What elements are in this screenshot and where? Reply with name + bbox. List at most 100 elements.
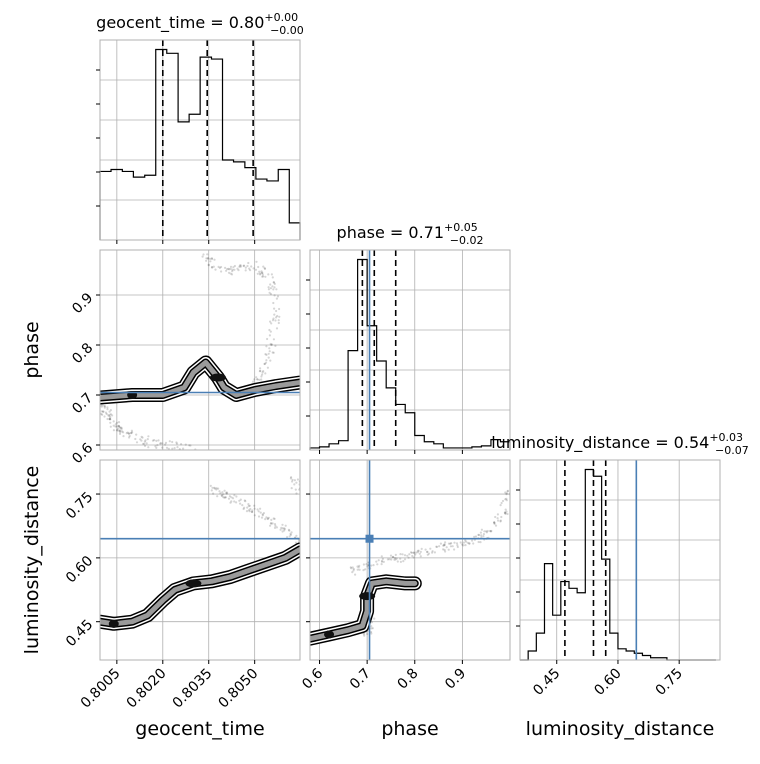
sample-point: [220, 494, 223, 497]
sample-point: [371, 627, 374, 630]
sample-point: [261, 273, 264, 276]
scatter-panel-phase-luminosity_distance: [306, 459, 513, 661]
sample-point: [271, 522, 274, 525]
sample-point: [157, 439, 160, 442]
y-axis-label-phase: phase: [21, 321, 43, 378]
sample-point: [504, 491, 507, 494]
sample-point: [351, 571, 354, 574]
sample-point: [275, 288, 278, 291]
sample-point: [263, 267, 267, 270]
sample-point: [239, 498, 242, 501]
sample-point: [103, 415, 106, 418]
sample-point: [130, 431, 133, 434]
sample-point: [261, 371, 264, 374]
sample-point: [253, 507, 256, 510]
sample-point: [267, 288, 270, 291]
sample-point: [289, 477, 292, 480]
sample-point: [246, 506, 249, 509]
sample-point: [228, 495, 231, 498]
x-axis-label-geocent_time: geocent_time: [135, 718, 264, 740]
sample-point: [290, 476, 293, 479]
sample-point: [108, 417, 111, 420]
sample-point: [227, 267, 230, 270]
sample-point: [269, 283, 272, 286]
sample-point: [238, 265, 241, 268]
histogram-step: [309, 258, 511, 450]
sample-point: [127, 432, 131, 435]
sample-point: [207, 264, 210, 267]
sample-point: [109, 413, 112, 416]
sample-point: [505, 493, 508, 496]
sample-point: [188, 444, 191, 447]
sample-point: [261, 513, 264, 516]
sample-point: [260, 516, 264, 519]
sample-point: [250, 510, 253, 513]
sample-point: [393, 556, 396, 560]
sample-point: [225, 492, 228, 495]
scatter-panel-geocent_time-luminosity_distance: 0.45 0.60 0.75: [63, 459, 301, 661]
sample-point: [106, 408, 109, 411]
sample-point: [202, 253, 205, 256]
sample-point: [442, 548, 445, 551]
sample-point: [219, 492, 222, 495]
sample-point: [164, 441, 168, 444]
sample-point: [443, 548, 446, 552]
sample-point: [239, 502, 242, 505]
sample-point: [212, 492, 215, 495]
sample-point: [243, 506, 246, 509]
sample-point: [261, 275, 264, 278]
y-tick-label: 0.9: [69, 290, 96, 317]
x-tick-label: 0.8020: [124, 666, 170, 712]
sample-point: [370, 625, 373, 628]
sample-point: [236, 267, 239, 270]
sample-point: [249, 507, 252, 511]
truth-marker: [365, 534, 374, 543]
sample-point: [258, 378, 261, 381]
hist-panel-luminosity_distance: luminosity_distance = 0.54+0.03 −0.07: [491, 431, 749, 661]
sample-point: [388, 558, 391, 561]
sample-point: [269, 522, 272, 525]
panel-frame: [99, 459, 301, 661]
panel-title-geocent_time: geocent_time = 0.80+0.00 −0.00: [96, 11, 304, 37]
sample-point: [228, 268, 231, 271]
x-tick-label: 0.6: [299, 665, 326, 692]
sample-point: [391, 555, 394, 559]
sample-point: [260, 271, 264, 275]
sample-point: [147, 435, 150, 438]
sample-point: [399, 557, 402, 560]
sample-point: [141, 436, 144, 439]
sample-point: [184, 443, 187, 446]
sample-point: [217, 487, 220, 490]
sample-point: [101, 404, 104, 407]
sample-point: [451, 545, 454, 548]
sample-point: [224, 496, 227, 499]
sample-point: [269, 524, 272, 527]
sample-point: [215, 487, 218, 490]
sample-point: [471, 539, 474, 542]
sample-point: [273, 517, 276, 521]
title-sub: −0.07: [715, 444, 749, 457]
panel-frame: [309, 249, 511, 451]
sample-point: [399, 560, 402, 564]
sample-point: [205, 259, 208, 262]
sample-point: [257, 515, 261, 518]
sample-point: [222, 496, 225, 499]
title-main: luminosity_distance = 0.54: [491, 433, 709, 453]
sample-point: [268, 350, 271, 353]
sample-point: [362, 563, 365, 566]
sample-point: [167, 447, 170, 450]
sample-point: [407, 556, 410, 559]
sample-point: [450, 542, 453, 545]
sample-point: [456, 544, 459, 547]
sample-point: [230, 496, 233, 499]
sample-point: [482, 533, 485, 536]
sample-point: [270, 522, 273, 525]
sample-point: [246, 264, 249, 268]
sample-point: [281, 530, 284, 533]
sample-point: [116, 429, 119, 432]
sample-point: [386, 558, 389, 561]
sample-point: [271, 276, 274, 279]
sample-point: [511, 498, 513, 500]
sample-point: [382, 560, 385, 564]
